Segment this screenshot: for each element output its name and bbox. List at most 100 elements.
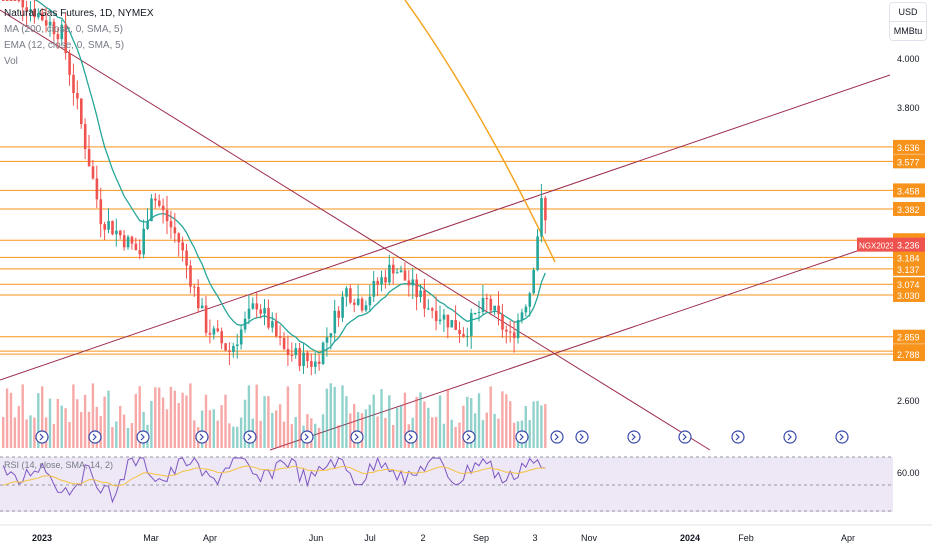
volume-bar [177, 403, 180, 448]
candle [33, 9, 36, 18]
event-marker-icon [787, 433, 792, 441]
volume-bar [462, 405, 465, 448]
trend-line [0, 9, 711, 451]
volume-bar [458, 422, 461, 448]
volume-bar [540, 405, 543, 448]
trend-line [269, 249, 861, 451]
volume-bar [356, 412, 360, 448]
volume-bar [317, 427, 321, 448]
candle [247, 308, 251, 319]
volume-bar [115, 421, 118, 448]
event-marker-icon [354, 433, 359, 441]
y-tick-label: 2.600 [897, 396, 920, 406]
symbol-tag-bg [857, 237, 893, 252]
volume-bar [243, 399, 247, 448]
level-label-text: 3.636 [897, 143, 920, 153]
candle [540, 197, 543, 237]
volume-bar [193, 420, 196, 448]
candle [29, 9, 32, 12]
candle [91, 166, 95, 179]
candle [544, 197, 547, 221]
level-label-bg [893, 154, 925, 169]
level-label-text: 3.074 [897, 280, 920, 290]
candle [17, 0, 21, 1]
candle [501, 314, 504, 330]
candle [532, 269, 535, 294]
volume-bar [282, 421, 286, 448]
candle [294, 348, 298, 356]
candle [470, 313, 473, 336]
volume-bar [466, 396, 469, 448]
candle [376, 280, 379, 285]
candle [232, 346, 235, 352]
volume-bar [134, 393, 137, 448]
symbol-tag: NGX2023 [859, 242, 895, 251]
candle [368, 296, 372, 306]
volume-bar [41, 386, 44, 448]
candle [267, 308, 270, 328]
candle [37, 13, 40, 18]
candle [87, 149, 91, 167]
candle [68, 53, 71, 75]
candle [349, 288, 352, 303]
volume-bar [216, 420, 219, 448]
time-tick-label: Nov [581, 533, 598, 543]
volume-bar [119, 406, 122, 448]
candle [356, 298, 360, 305]
candle [310, 361, 313, 367]
candle [72, 74, 75, 94]
candle [399, 270, 403, 273]
candle [314, 361, 317, 367]
candle [419, 290, 422, 298]
volume-bar [130, 423, 134, 448]
candle [83, 124, 87, 150]
volume-bar [329, 383, 332, 448]
volume-bar [255, 384, 258, 448]
volume-bar [372, 394, 375, 448]
candle [353, 302, 356, 305]
volume-bar [497, 418, 500, 448]
unit-selector[interactable]: USD MMBtu [889, 2, 927, 41]
volume-bar [294, 417, 297, 448]
volume-bar [290, 424, 293, 448]
unit-label[interactable]: MMBtu [890, 21, 926, 40]
currency-label[interactable]: USD [898, 7, 918, 17]
candle [193, 286, 196, 288]
volume-bar [442, 423, 446, 448]
event-marker-icon [408, 433, 413, 441]
event-marker-icon [519, 433, 524, 441]
event-marker-icon [735, 433, 740, 441]
volume-bar [48, 398, 52, 448]
time-tick-label: 2024 [680, 533, 700, 543]
event-marker-icon [579, 433, 584, 441]
event-marker-icon [575, 430, 589, 444]
volume-bar [505, 394, 508, 448]
candle [431, 308, 434, 311]
volume-bar [37, 393, 40, 448]
event-marker-icon [88, 430, 102, 444]
volume-bar [298, 384, 301, 448]
volume-bar [450, 419, 453, 448]
volume-bar [321, 414, 325, 448]
candle [497, 305, 500, 315]
candle [485, 298, 489, 300]
event-marker-icon [404, 430, 418, 444]
candle [41, 13, 44, 21]
volume-bar [208, 410, 212, 448]
candle [446, 314, 450, 328]
candle [286, 348, 290, 356]
volume-bar [5, 388, 9, 448]
candle [458, 329, 461, 335]
volume-bar [349, 413, 352, 448]
volume-bar [122, 414, 126, 448]
level-label-text: 3.030 [897, 291, 920, 301]
event-marker-icon [631, 433, 636, 441]
candle [489, 298, 493, 311]
volume-bar [87, 411, 91, 448]
volume-bar [271, 412, 274, 448]
volume-bar [142, 411, 145, 448]
candle [142, 228, 145, 255]
candle [536, 236, 539, 270]
level-label-bg [893, 183, 925, 198]
